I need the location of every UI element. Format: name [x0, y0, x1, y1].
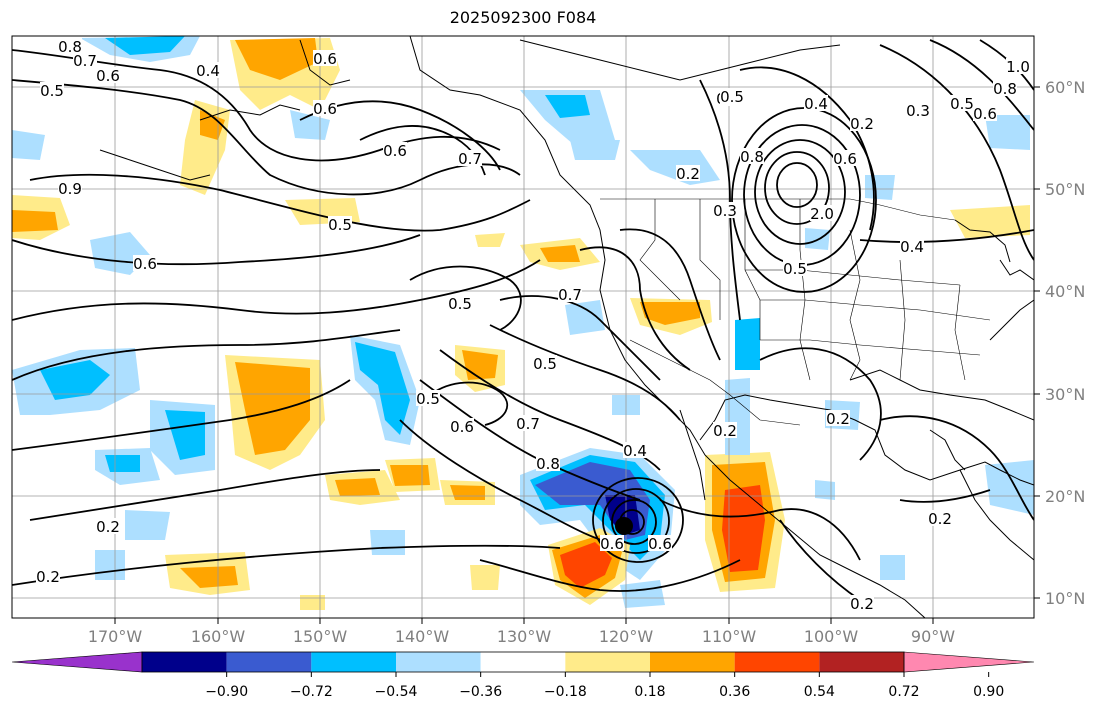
lat-label: 50°N — [1045, 180, 1085, 199]
contour-label: 0.5 — [720, 88, 744, 106]
contour-label: 0.6 — [450, 418, 474, 436]
longitude-labels: 170°W 160°W 150°W 140°W 130°W 120°W 110°… — [88, 627, 955, 646]
lat-label: 20°N — [1045, 487, 1085, 506]
contour-label: 0.4 — [804, 95, 828, 113]
colorbar-extend-max — [903, 651, 1035, 673]
colorbar-swatch — [142, 652, 227, 672]
lon-label: 150°W — [293, 627, 348, 646]
map-frame — [11, 35, 1035, 619]
lon-label: 160°W — [191, 627, 246, 646]
contour-label: 0.4 — [623, 442, 647, 460]
lon-label: 110°W — [702, 627, 757, 646]
lat-label: 30°N — [1045, 385, 1085, 404]
lat-label: 60°N — [1045, 78, 1085, 97]
colorbar-swatch — [396, 652, 481, 672]
contour-label: 0.3 — [906, 102, 930, 120]
contour-label: 0.8 — [740, 148, 764, 166]
lon-label: 170°W — [88, 627, 143, 646]
lat-label: 10°N — [1045, 589, 1085, 608]
contour-label: 0.6 — [313, 100, 337, 118]
contour-label: 0.2 — [96, 518, 120, 536]
colorbar: −0.90 −0.72 −0.54 −0.36 −0.18 0.18 0.36 0.54 0.7… — [11, 651, 1035, 700]
colorbar-tick-label: 0.54 — [804, 684, 835, 700]
lon-label: 130°W — [497, 627, 552, 646]
contour-label: 1.0 — [1006, 58, 1030, 76]
contour-label: 0.7 — [558, 286, 582, 304]
lon-label: 100°W — [804, 627, 859, 646]
contour-label: 0.2 — [713, 422, 737, 440]
map-title: 2025092300 F084 — [449, 8, 597, 27]
contour-label-layer: 0.8 0.7 0.6 0.5 0.4 0.6 0.6 0.7 0.5 0.6 … — [36, 38, 1030, 613]
storm-center-marker — [615, 517, 633, 535]
colorbar-swatch — [226, 652, 312, 672]
colorbar-swatch — [480, 652, 566, 672]
contour-label: 0.6 — [96, 67, 120, 85]
shaded-fields — [12, 36, 1034, 610]
contour-label: 0.5 — [783, 260, 807, 278]
contour-label: 0.2 — [676, 165, 700, 183]
latitude-labels: 60°N 50°N 40°N 30°N 20°N 10°N — [1045, 78, 1085, 608]
contour-label: 0.9 — [58, 180, 82, 198]
contour-label: 0.8 — [993, 80, 1017, 98]
contour-label: 0.2 — [928, 510, 952, 528]
contour-label: 0.2 — [850, 115, 874, 133]
colorbar-tick-label: −0.36 — [459, 684, 502, 700]
contour-label: 0.6 — [600, 535, 624, 553]
contour-label: 0.7 — [516, 415, 540, 433]
colorbar-tick-label: 0.90 — [973, 684, 1004, 700]
contour-label: 0.6 — [973, 105, 997, 123]
contour-label: 0.5 — [328, 216, 352, 234]
colorbar-extend-min — [11, 651, 143, 673]
contour-label: 0.2 — [850, 595, 874, 613]
lat-label: 40°N — [1045, 282, 1085, 301]
colorbar-tick-label: −0.54 — [375, 684, 418, 700]
contour-label: 0.5 — [950, 95, 974, 113]
contour-label: 0.6 — [648, 535, 672, 553]
contour-label: 0.6 — [313, 50, 337, 68]
contour-label: 0.5 — [416, 390, 440, 408]
colorbar-tick-label: −0.72 — [290, 684, 333, 700]
colorbar-outline — [141, 651, 905, 673]
contour-label: 0.5 — [40, 82, 64, 100]
contour-label: 0.4 — [196, 62, 220, 80]
contour-label: 2.0 — [810, 205, 834, 223]
contour-label: 0.5 — [448, 295, 472, 313]
colorbar-tick-label: 0.36 — [719, 684, 750, 700]
contour-label: 0.6 — [133, 255, 157, 273]
contour-label: 0.4 — [900, 238, 924, 256]
lon-label: 140°W — [395, 627, 450, 646]
contour-label: 0.8 — [536, 455, 560, 473]
contour-label: 0.8 — [58, 38, 82, 56]
contour-label: 0.2 — [826, 410, 850, 428]
contour-label: 0.2 — [36, 568, 60, 586]
colorbar-swatch — [311, 652, 396, 672]
colorbar-swatch — [734, 652, 820, 672]
contour-label: 0.7 — [458, 150, 482, 168]
colorbar-tick-label: −0.90 — [205, 684, 248, 700]
coastlines — [99, 36, 1034, 618]
colorbar-tick-label: 0.72 — [888, 684, 919, 700]
map-background — [12, 36, 1034, 618]
contour-label: 0.7 — [73, 52, 97, 70]
colorbar-tick-label: 0.18 — [634, 684, 665, 700]
contour-label: 0.6 — [833, 150, 857, 168]
contour-label: 0.3 — [713, 202, 737, 220]
lon-label: 120°W — [599, 627, 654, 646]
colorbar-swatch — [565, 652, 650, 672]
lon-label: 90°W — [911, 627, 955, 646]
contour-label: 0.5 — [533, 355, 557, 373]
contour-label: 0.6 — [383, 142, 407, 160]
colorbar-swatch — [650, 652, 735, 672]
tick-marks — [114, 86, 1040, 624]
colorbar-tick-label: −0.18 — [544, 684, 587, 700]
colorbar-swatch — [819, 652, 904, 672]
political-borders — [600, 198, 991, 426]
contour-lines — [12, 39, 1034, 601]
